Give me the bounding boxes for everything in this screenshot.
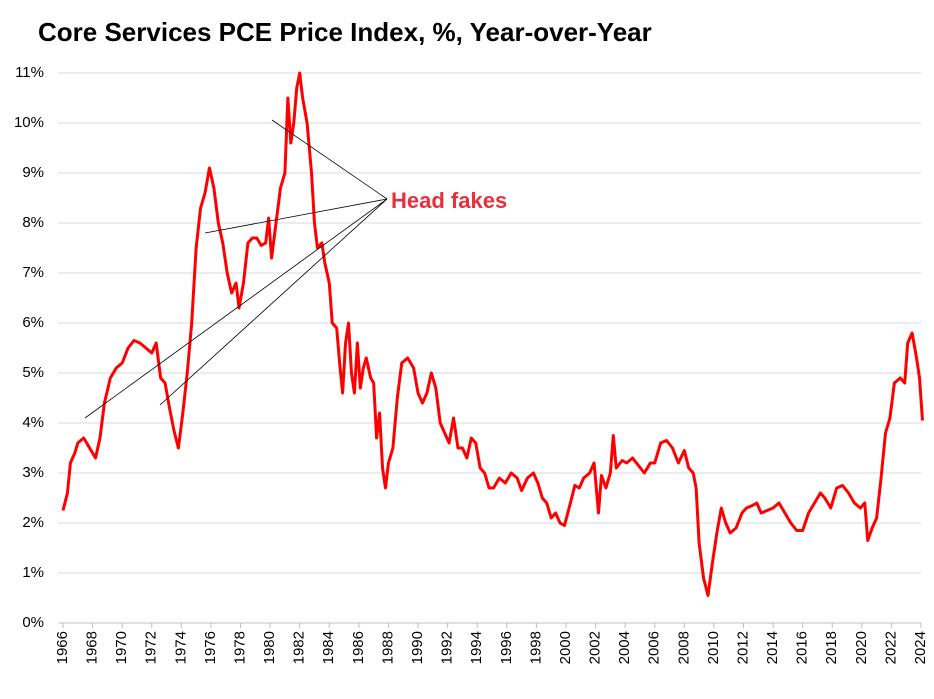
y-tick-label: 8%	[22, 214, 44, 231]
y-tick-label: 5%	[22, 364, 44, 381]
x-tick-label: 2018	[823, 631, 840, 664]
y-tick-label: 6%	[22, 314, 44, 331]
annotation-line	[84, 198, 388, 419]
x-tick-label: 2002	[587, 631, 604, 664]
annotation-line	[271, 119, 388, 200]
x-tick-label: 2016	[794, 631, 811, 664]
x-tick-label: 2004	[616, 631, 633, 664]
x-tick-label: 2008	[675, 631, 692, 664]
annotation-lines	[84, 119, 388, 419]
y-tick-label: 2%	[22, 514, 44, 531]
x-tick-label: 2020	[853, 631, 870, 664]
data-line	[61, 71, 924, 597]
x-tick-label: 1978	[231, 631, 248, 664]
x-tick-label: 2022	[882, 631, 899, 664]
x-tick-label: 1982	[291, 631, 308, 664]
x-tick-label: 1966	[54, 631, 71, 664]
x-tick-label: 1968	[84, 631, 101, 664]
x-tick-label: 1980	[261, 631, 278, 664]
y-tick-label: 3%	[22, 464, 44, 481]
x-tick-label: 1984	[320, 631, 337, 664]
x-tick-label: 1972	[143, 631, 160, 664]
y-tick-label: 10%	[14, 114, 44, 131]
x-tick-label: 1974	[172, 631, 189, 664]
x-tick-label: 1994	[468, 631, 485, 664]
x-tick-label: 2014	[764, 631, 781, 664]
y-tick-label: 11%	[15, 64, 44, 81]
x-tick-label: 1992	[439, 631, 456, 664]
x-tick-label: 1990	[409, 631, 426, 664]
x-tick-label: 1970	[113, 631, 130, 664]
annotation-line	[159, 198, 388, 406]
chart-title: Core Services PCE Price Index, %, Year-o…	[38, 17, 652, 47]
x-tick-label: 2006	[646, 631, 663, 664]
x-tick-label: 2024	[912, 631, 929, 664]
y-tick-label: 4%	[22, 414, 44, 431]
x-tick-label: 1986	[350, 631, 367, 664]
y-tick-label: 1%	[22, 564, 44, 581]
x-tick-label: 2012	[734, 631, 751, 664]
x-tick-label: 1976	[202, 631, 219, 664]
x-tick-label: 2000	[557, 631, 574, 664]
y-tick-label: 0%	[22, 614, 44, 631]
y-tick-label: 9%	[22, 164, 44, 181]
annotation: Head fakes	[391, 188, 507, 213]
x-tick-label: 2010	[705, 631, 722, 664]
y-tick-label: 7%	[22, 264, 44, 281]
annotation-line	[204, 198, 388, 234]
x-tick-label: 1988	[379, 631, 396, 664]
x-tick-label: 1998	[527, 631, 544, 664]
x-tick-label: 1996	[498, 631, 515, 664]
